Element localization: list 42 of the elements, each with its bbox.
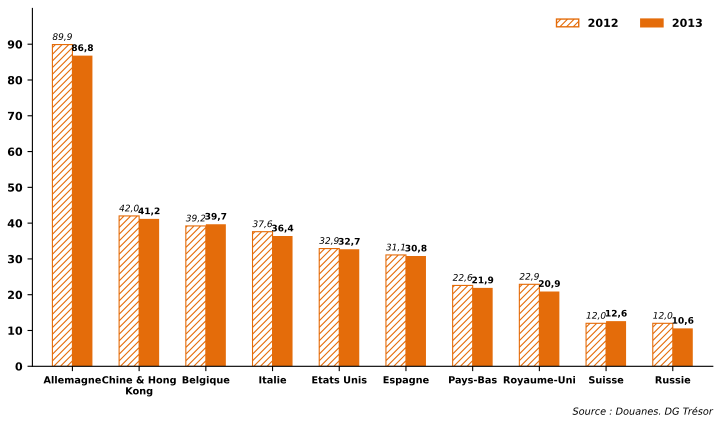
- x-tick-label: Pays-Bas: [449, 376, 497, 386]
- legend-label: 2013: [672, 18, 702, 28]
- x-tick-label: Etats Unis: [312, 376, 367, 384]
- y-tick-label: 50: [8, 183, 22, 192]
- y-tick-label: 80: [8, 76, 22, 84]
- data-label: 31,1: [386, 244, 405, 252]
- source-note: Source : Douanes. DG Trésor: [572, 406, 714, 415]
- y-tick-label: 0: [15, 362, 22, 371]
- data-label: 39,7: [205, 212, 226, 221]
- data-label: 21,9: [472, 276, 494, 285]
- data-label: 32,7: [338, 238, 360, 246]
- y-tick-label: 20: [8, 290, 22, 300]
- data-label: 36,4: [272, 224, 294, 233]
- data-label: 12,0: [653, 312, 672, 320]
- x-tick-label: Belgique: [182, 376, 230, 386]
- y-tick-label: 40: [8, 219, 22, 228]
- y-tick-label: 90: [8, 40, 22, 49]
- y-tick-label: 60: [8, 148, 22, 156]
- data-label: 41,2: [138, 207, 160, 216]
- x-tick-label: Espagne: [384, 376, 429, 386]
- x-tick-label: Russie: [656, 376, 690, 384]
- data-label: 37,6: [252, 220, 272, 228]
- data-label: 12,6: [606, 310, 627, 318]
- data-label: 42,0: [119, 204, 139, 212]
- y-tick-label: 70: [8, 112, 22, 120]
- data-label: 39,2: [186, 214, 206, 222]
- legend-label: 2012: [588, 18, 618, 28]
- y-tick-label: 30: [8, 254, 22, 264]
- data-label: 10,6: [672, 316, 694, 325]
- data-label: 12,0: [586, 312, 606, 320]
- x-tick-label: Royaume-Uni: [504, 376, 575, 386]
- x-tick-label: Suisse: [589, 376, 624, 384]
- data-label: 30,8: [405, 244, 427, 253]
- data-label: 32,9: [319, 237, 339, 245]
- data-label: 89,9: [52, 33, 72, 41]
- y-tick-label: 10: [8, 326, 22, 335]
- x-tick-label: Italie: [259, 376, 286, 384]
- data-label: 22,6: [452, 274, 472, 282]
- data-label: 22,9: [519, 272, 539, 281]
- x-tick-label: Chine & Hong Kong: [102, 376, 176, 396]
- data-label: 20,9: [538, 280, 560, 288]
- x-tick-label: Allemagne: [43, 376, 101, 386]
